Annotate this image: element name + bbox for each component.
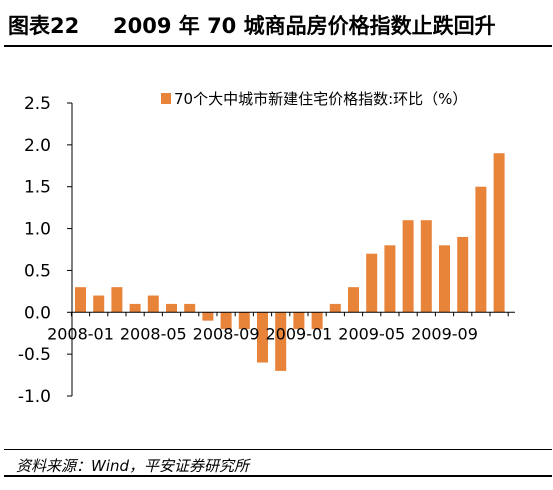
bar xyxy=(348,287,359,313)
bar-chart: 2.52.01.51.00.50.0-0.5-1.0 2008-01 2008-0… xyxy=(18,90,515,407)
x-tick-label: 2008-01 xyxy=(47,324,114,343)
bar xyxy=(457,236,469,313)
y-tick-label: 0.0 xyxy=(24,303,51,323)
bar xyxy=(75,287,86,313)
bar xyxy=(238,312,250,330)
bar xyxy=(493,153,505,313)
x-tick-label: 2009-01 xyxy=(265,324,332,343)
x-tick-labels: 2008-01 2008-05 2008-09 2009-01 2009-05 2009-… xyxy=(47,324,478,343)
bar xyxy=(129,303,141,313)
bar xyxy=(402,220,414,313)
source-rule-top xyxy=(4,449,552,450)
bar xyxy=(366,253,378,313)
bar xyxy=(329,303,341,313)
source-rule-bottom xyxy=(4,475,552,477)
bar xyxy=(220,312,232,330)
y-tick-label: -0.5 xyxy=(18,345,51,365)
bar xyxy=(111,287,123,313)
source-note: 资料来源：Wind，平安证券研究所 xyxy=(16,457,250,475)
bar xyxy=(166,303,177,313)
bar xyxy=(311,312,323,330)
bar xyxy=(147,295,159,313)
bar xyxy=(93,295,105,313)
x-tick-label: 2008-05 xyxy=(120,324,187,343)
bar xyxy=(439,245,450,313)
y-axis: 2.5 2.0 1.5 1.0 0.5 0.0 -0.5 -1.0 xyxy=(18,94,73,407)
y-tick-label: 2.5 xyxy=(24,94,51,114)
y-tick-label: -1.0 xyxy=(18,387,51,407)
x-tick-label: 2009-05 xyxy=(338,324,405,343)
bar xyxy=(275,312,287,371)
bar xyxy=(475,186,487,313)
bar xyxy=(420,220,432,313)
figure-label: 图表22 xyxy=(8,14,80,38)
legend-swatch xyxy=(161,93,171,104)
legend: 70个大中城市新建住宅价格指数:环比（%） xyxy=(161,90,467,108)
y-tick-label: 1.5 xyxy=(24,178,51,198)
x-tick-label: 2008-09 xyxy=(193,324,260,343)
bar xyxy=(202,312,214,321)
bars xyxy=(75,153,505,371)
legend-label: 70个大中城市新建住宅价格指数:环比（%） xyxy=(174,90,467,108)
bar xyxy=(184,303,196,313)
y-tick-label: 1.0 xyxy=(24,220,51,240)
bar xyxy=(293,312,305,330)
header-rule xyxy=(4,45,552,47)
figure-title: 2009 年 70 城商品房价格指数止跌回升 xyxy=(113,14,496,38)
bar xyxy=(384,245,396,313)
figure-header: 图表22 2009 年 70 城商品房价格指数止跌回升 xyxy=(0,0,553,46)
bar xyxy=(257,312,268,363)
x-axis xyxy=(70,311,515,317)
y-tick-label: 0.5 xyxy=(24,261,51,281)
x-tick-label: 2009-09 xyxy=(411,324,478,343)
y-tick-label: 2.0 xyxy=(24,136,51,156)
